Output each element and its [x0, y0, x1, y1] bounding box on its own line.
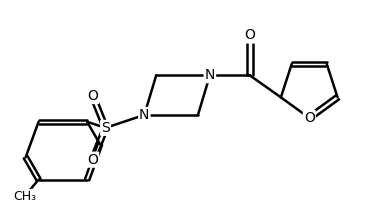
- Text: S: S: [101, 121, 110, 135]
- Text: O: O: [87, 153, 98, 167]
- Text: O: O: [87, 89, 98, 103]
- Text: N: N: [205, 68, 215, 82]
- Text: N: N: [139, 108, 149, 122]
- Text: O: O: [304, 111, 315, 125]
- Text: O: O: [244, 29, 255, 42]
- Text: CH₃: CH₃: [13, 190, 36, 203]
